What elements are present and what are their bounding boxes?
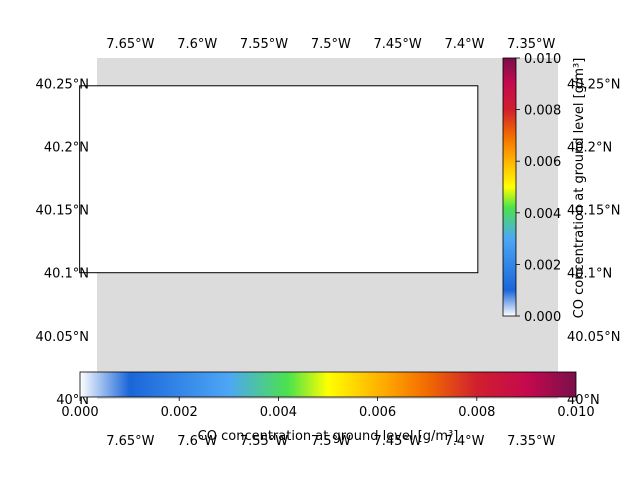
x-tick-label-top: 7.55°W — [240, 37, 288, 52]
map-y-ticks-left: 40°N40.05°N40.1°N40.15°N40.2°N40.25°N — [36, 77, 89, 408]
region-box — [79, 85, 479, 274]
map-x-ticks-bottom: 7.65°W 7.6°W 7.55°W 7.5°W 7.45°W 7.4°W 7.35°W — [106, 434, 555, 449]
colorbar-horizontal-bar — [79, 371, 577, 398]
x-tick-label-bottom: 7.65°W — [106, 434, 154, 449]
x-tick-label-bottom: 7.5°W — [311, 434, 351, 449]
y-tick-label-left: 40.2°N — [44, 140, 89, 155]
y-tick-label-right: 40.25°N — [567, 77, 620, 92]
x-tick-label-bottom: 7.4°W — [444, 434, 484, 449]
x-tick-label-top: 7.5°W — [311, 37, 351, 52]
colorbar-horizontal-tick-label: 0.004 — [260, 405, 297, 420]
colorbar-horizontal-ticks: 0.000 0.002 0.004 0.006 0.008 0.010 — [61, 397, 595, 420]
y-tick-label-left: 40.15°N — [36, 204, 89, 219]
colorbar-horizontal-tick-label: 0.000 — [61, 405, 98, 420]
colorbar-vertical-ticks: 0.000 0.002 0.004 0.006 0.008 0.010 — [516, 52, 561, 325]
colorbar-horizontal-tick-label: 0.008 — [458, 405, 495, 420]
x-tick-label-top: 7.6°W — [177, 37, 217, 52]
x-tick-label-bottom: 7.6°W — [177, 434, 217, 449]
colorbar-vertical-label: CO concentration at ground level [g/m³] — [572, 58, 587, 319]
colorbar-horizontal-tick-label: 0.006 — [359, 405, 396, 420]
y-tick-label-right: 40.15°N — [567, 204, 620, 219]
colorbar-vertical-tick-label: 0.000 — [524, 310, 561, 325]
y-tick-label-left: 40.25°N — [36, 77, 89, 92]
y-tick-label-right: 40.05°N — [567, 330, 620, 345]
x-tick-label-top: 7.4°W — [444, 37, 484, 52]
x-tick-label-top: 7.65°W — [106, 37, 154, 52]
y-tick-label-right: 40.2°N — [567, 140, 612, 155]
colorbar-vertical-tick-label: 0.008 — [524, 104, 561, 119]
colorbar-vertical-bar — [502, 57, 517, 317]
y-tick-label-right: 40.1°N — [567, 267, 612, 282]
y-tick-label-left: 40.05°N — [36, 330, 89, 345]
colorbar-vertical-tick-label: 0.002 — [524, 258, 561, 273]
colorbar-horizontal-label: CO concentration at ground level [g/m³] — [198, 429, 459, 444]
map-x-ticks-top: 7.65°W 7.6°W 7.55°W 7.5°W 7.45°W 7.4°W 7.35°W — [106, 37, 555, 52]
map-y-ticks-right: 40°N40.05°N40.1°N40.15°N40.2°N40.25°N — [567, 77, 620, 408]
colorbar-horizontal-tick-label: 0.002 — [161, 405, 198, 420]
colorbar-horizontal-tick-label: 0.010 — [557, 405, 594, 420]
x-tick-label-top: 7.35°W — [507, 37, 555, 52]
x-tick-label-bottom: 7.45°W — [373, 434, 421, 449]
x-tick-label-bottom: 7.35°W — [507, 434, 555, 449]
colorbar-vertical-tick-label: 0.006 — [524, 155, 561, 170]
x-tick-label-top: 7.45°W — [373, 37, 421, 52]
colorbar-vertical-tick-label: 0.004 — [524, 207, 561, 222]
colorbar-vertical-tick-label: 0.010 — [524, 52, 561, 67]
y-tick-label-left: 40.1°N — [44, 267, 89, 282]
x-tick-label-bottom: 7.55°W — [240, 434, 288, 449]
